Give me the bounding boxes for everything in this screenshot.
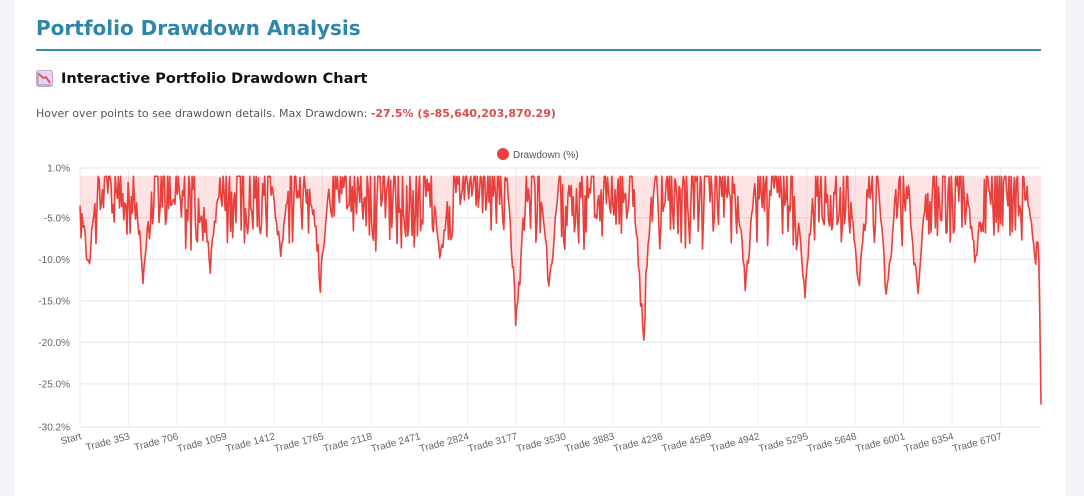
drawdown-chart[interactable]: Drawdown (%) 1.0% -5.0% -10.0% -15.0% -20.0% -… [0,140,1084,470]
chart-description: Hover over points to see drawdown detail… [36,107,556,120]
x-tick-label: Trade 353 [85,431,132,453]
x-tick-label: Trade 4589 [661,431,713,455]
legend-label: Drawdown (%) [513,150,579,161]
x-tick-label: Trade 2118 [322,431,374,455]
y-tick-label: -25.0% [38,379,70,390]
x-tick-label: Trade 1059 [176,431,228,455]
x-tick-label: Start [60,431,83,447]
x-tick-label: Trade 706 [133,431,180,453]
x-tick-label: Trade 3177 [467,431,519,455]
chart-decreasing-icon [36,70,53,87]
page-title: Portfolio Drawdown Analysis [36,16,361,40]
x-tick-label: Trade 4236 [612,431,664,455]
section-title: Interactive Portfolio Drawdown Chart [61,70,368,87]
legend-marker [497,148,509,160]
x-tick-label: Trade 4942 [709,431,761,455]
x-tick-label: Trade 2471 [370,431,422,455]
title-divider [36,49,1041,51]
chart-legend: Drawdown (%) [497,148,579,161]
description-text: Hover over points to see drawdown detail… [36,107,371,120]
x-tick-label: Trade 6001 [855,431,907,455]
x-tick-label: Trade 5648 [806,431,858,455]
x-tick-label: Trade 1412 [225,431,277,455]
y-tick-label: -10.0% [38,255,70,266]
x-tick-label: Trade 2824 [418,431,470,455]
y-tick-label: -20.0% [38,338,70,349]
y-tick-label: 1.0% [47,164,70,175]
y-tick-label: -30.2% [38,423,70,434]
x-tick-label: Trade 3883 [564,431,616,455]
max-drawdown-value: -27.5% ($-85,640,203,870.29) [370,107,556,120]
x-tick-label: Trade 3530 [515,431,567,455]
x-tick-label: Trade 6354 [903,431,955,455]
y-tick-label: -15.0% [38,296,70,307]
section-header: Interactive Portfolio Drawdown Chart [36,70,367,87]
y-tick-label: -5.0% [44,213,70,224]
drawdown-series-line [79,175,1042,405]
x-tick-label: Trade 5295 [758,431,810,455]
x-tick-label: Trade 6707 [951,431,1003,455]
x-tick-label: Trade 1765 [273,431,325,455]
chart-card: Portfolio Drawdown Analysis Interactive … [14,0,1066,496]
drawdown-area [80,176,1041,405]
